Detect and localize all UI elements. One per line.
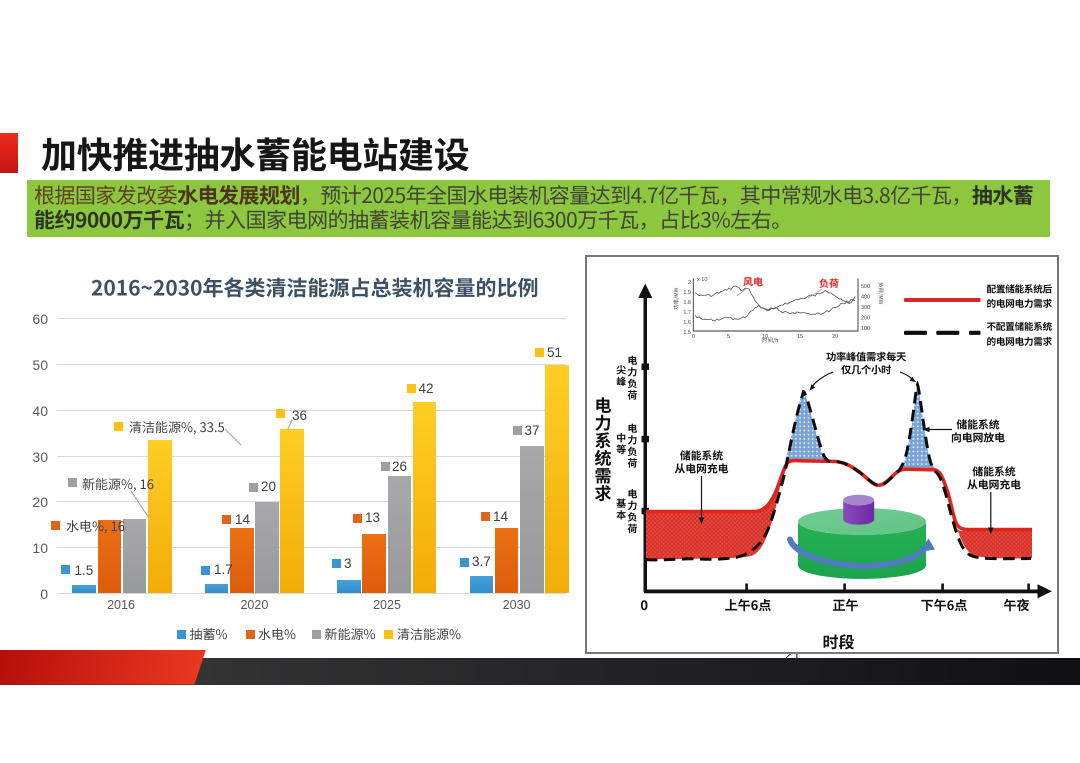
svg-text:100: 100 [861, 326, 870, 332]
svg-text:400: 400 [861, 295, 870, 301]
svg-text:200: 200 [861, 316, 870, 322]
svg-text:1.9: 1.9 [683, 290, 691, 296]
svg-text:5: 5 [727, 334, 730, 340]
svg-text:1.7: 1.7 [683, 310, 691, 316]
svg-text:0: 0 [692, 334, 695, 340]
svg-text:2: 2 [688, 280, 691, 286]
svg-text:20: 20 [832, 334, 838, 340]
svg-text:1.8: 1.8 [683, 300, 691, 306]
svg-text:1.5: 1.5 [683, 330, 691, 336]
svg-text:300: 300 [861, 305, 870, 311]
svg-text:15: 15 [797, 334, 803, 340]
svg-text:1.6: 1.6 [683, 320, 691, 326]
svg-text:10: 10 [762, 334, 768, 340]
svg-text:x 10: x 10 [697, 277, 707, 283]
svg-text:500: 500 [861, 284, 870, 290]
